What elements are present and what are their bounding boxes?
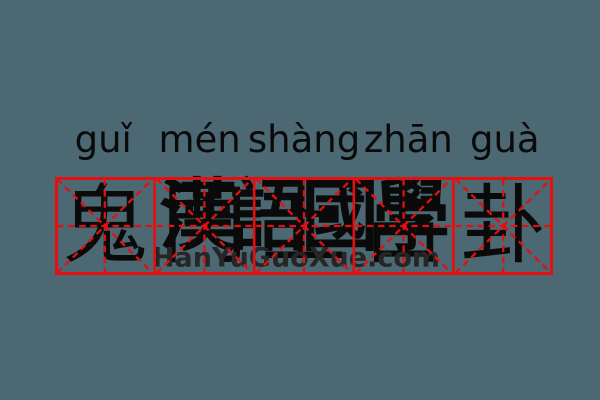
pinyin-row: guǐ mén shàng zhān guà [55, 110, 553, 158]
pinyin-syllable: guǐ [74, 118, 132, 161]
pinyin-syllable: shàng [247, 118, 361, 161]
pinyin-syllable: zhān [363, 118, 453, 161]
pinyin-syllable: guà [470, 118, 540, 161]
hanzi-character: 卦 [460, 176, 547, 276]
hanzi-character: 鬼 [61, 176, 148, 276]
pinyin-syllable: mén [158, 118, 241, 161]
watermark-url-text: HanYuGuoXue.com [151, 242, 441, 274]
